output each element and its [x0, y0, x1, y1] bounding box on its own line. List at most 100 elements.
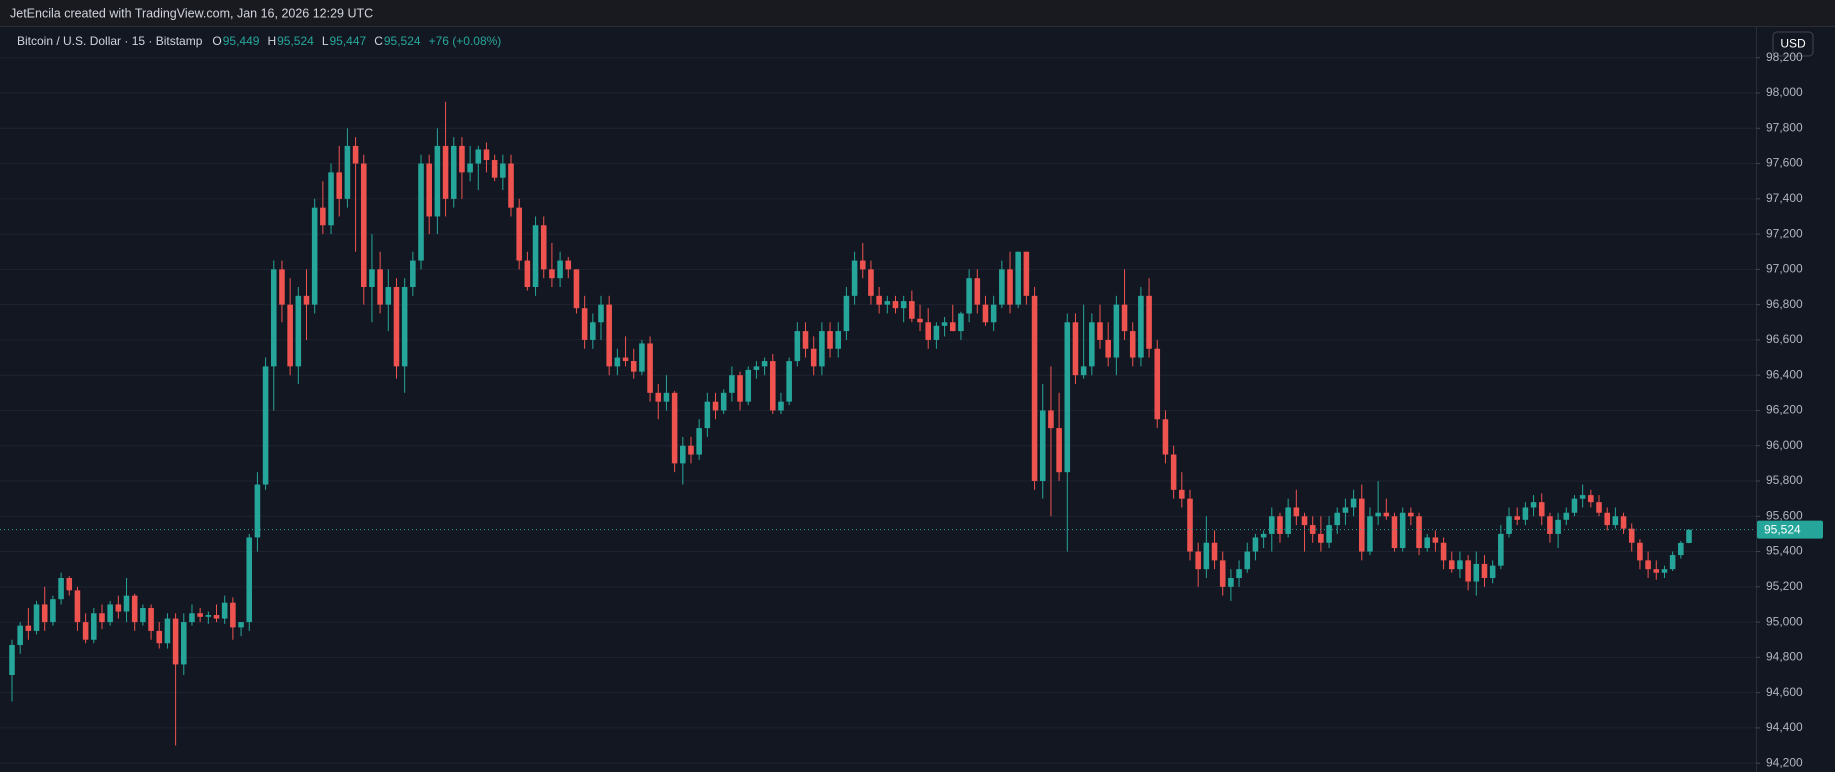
candle-body	[598, 304, 604, 323]
candle-body	[1097, 322, 1103, 340]
candle-body	[41, 604, 48, 623]
candle-body	[385, 287, 392, 305]
y-tick-label: 94,600	[1766, 685, 1803, 699]
candle-body	[205, 615, 212, 617]
candle-body	[230, 602, 236, 628]
candle-body	[1326, 525, 1332, 543]
candle-body	[99, 613, 105, 623]
candle-body	[851, 260, 858, 296]
candle-body	[115, 604, 122, 612]
candle-body	[410, 260, 416, 288]
candle-body	[1620, 516, 1627, 529]
ohlc-label: L	[322, 34, 329, 48]
candle-body	[810, 348, 817, 367]
candle-body	[508, 163, 514, 208]
candle-body	[1179, 489, 1185, 499]
candle-body	[909, 301, 915, 319]
candle-body	[573, 269, 580, 309]
candle-body	[868, 269, 874, 296]
candles	[9, 101, 1692, 746]
candle-body	[1219, 560, 1226, 587]
candle-body	[270, 269, 277, 367]
candle-body	[557, 260, 563, 279]
candle-body	[107, 604, 113, 623]
candle-body	[500, 163, 506, 178]
candle-body	[900, 301, 907, 309]
candle-body	[369, 269, 375, 288]
grid	[0, 57, 1756, 764]
y-tick-label: 96,400	[1766, 367, 1803, 381]
candle-body	[1473, 563, 1480, 582]
currency-button[interactable]	[1772, 31, 1814, 57]
candle-body	[1555, 519, 1561, 534]
candle-body	[1269, 516, 1275, 534]
candle-body	[1481, 563, 1488, 579]
candle-body	[1187, 498, 1193, 552]
candle-body	[1514, 516, 1520, 520]
candle-body	[802, 331, 809, 349]
candle-body	[172, 618, 179, 665]
candle-body	[1604, 512, 1610, 526]
candle-body	[819, 331, 825, 367]
y-tick-label: 97,800	[1766, 120, 1803, 134]
candle-body	[328, 172, 334, 226]
candle-body	[491, 160, 498, 178]
candle-body	[1416, 516, 1422, 549]
ohlc-value: 95,449	[223, 34, 260, 48]
candle-body	[1089, 322, 1095, 367]
candle-body	[1121, 304, 1128, 332]
y-tick-label: 96,600	[1766, 332, 1803, 346]
candle-body	[835, 331, 842, 349]
candle-body	[82, 622, 89, 640]
candle-body	[1653, 569, 1660, 573]
currency-label: USD	[1780, 37, 1806, 51]
candle-body	[393, 287, 400, 367]
ohlc-value: 95,524	[277, 34, 314, 48]
last-price-label: 95,524	[1764, 522, 1801, 536]
candle-body	[843, 295, 850, 332]
candle-body	[647, 343, 653, 393]
candle-body	[66, 578, 73, 591]
y-tick-label: 95,800	[1766, 473, 1803, 487]
candle-body	[1154, 348, 1161, 420]
candle-body	[671, 392, 678, 464]
candle-body	[1138, 295, 1144, 358]
candle-body	[1408, 512, 1414, 517]
candle-body	[712, 401, 719, 411]
candle-body	[876, 295, 882, 305]
candle-body	[279, 269, 285, 305]
top-bar-text: JetEncila created with TradingView.com, …	[10, 6, 373, 20]
candle-body	[1399, 512, 1406, 549]
candle-body	[246, 537, 253, 623]
ohlc-label: C	[374, 34, 383, 48]
y-tick-label: 97,200	[1766, 226, 1803, 240]
candle-body	[958, 313, 964, 332]
candle-body	[1448, 560, 1455, 570]
candle-body	[295, 295, 302, 367]
symbol: Bitcoin / U.S. Dollar · 15 · Bitstamp	[17, 34, 203, 48]
candle-body	[33, 604, 40, 631]
candle-body	[729, 375, 735, 393]
candle-body	[549, 269, 555, 279]
candle-body	[859, 260, 866, 270]
candle-body	[1080, 366, 1087, 376]
candle-body	[982, 304, 989, 323]
candle-body	[50, 599, 56, 623]
candle-body	[1588, 495, 1594, 503]
candle-body	[1375, 512, 1381, 517]
candle-body	[213, 615, 220, 619]
candle-body	[1596, 502, 1602, 513]
y-tick-label: 95,200	[1766, 579, 1803, 593]
candle-body	[1489, 565, 1496, 579]
candle-body	[311, 207, 318, 305]
candle-body	[1277, 516, 1283, 534]
candle-body	[532, 225, 539, 288]
candle-body	[622, 357, 629, 362]
candle-body	[418, 163, 424, 261]
candle-body	[1146, 295, 1152, 349]
candle-body	[1318, 533, 1324, 543]
ohlc-label: O	[212, 34, 221, 48]
candle-body	[254, 484, 261, 538]
candle-body	[892, 301, 899, 309]
